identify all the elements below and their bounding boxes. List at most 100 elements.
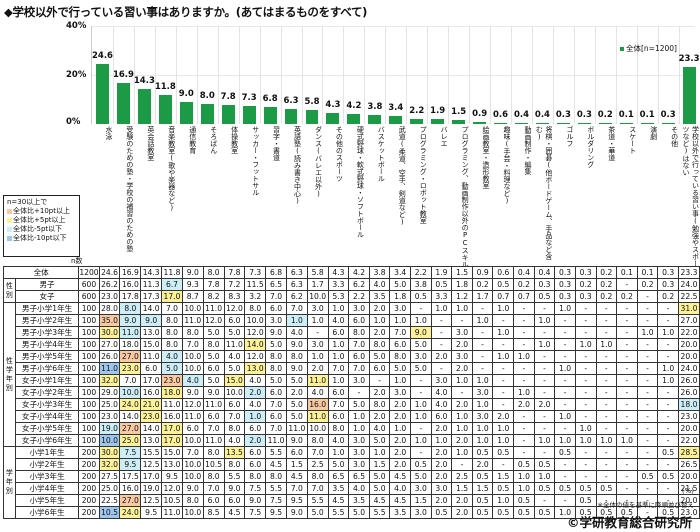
table-cell: 17.8 (119, 290, 142, 303)
table-cell: 0.3 (533, 278, 556, 291)
table-cell: 0.3 (554, 266, 576, 279)
key-item: 全体比-5pt以下 (7, 225, 76, 234)
table-cell: 0.5 (513, 458, 535, 471)
table-cell: 11.0 (181, 314, 204, 327)
table-cell: 3.0 (410, 482, 432, 495)
table-cell: 5.0 (348, 506, 370, 519)
table-cell: 7.0 (202, 422, 225, 435)
table-cell: 0.5 (430, 278, 453, 291)
table-cell: 8.0 (244, 470, 267, 483)
table-cell: 0.5 (513, 494, 535, 507)
chart-title: ◆学校以外で行っている習い事はありますか。(あてはまるものをすべて) (4, 5, 368, 19)
table-cell: 2.0 (306, 362, 329, 375)
table-cell: 0.5 (471, 446, 494, 459)
table-cell: 3.0 (348, 458, 370, 471)
table-cell: 27.0 (119, 422, 142, 435)
table-cell: 4.0 (244, 374, 267, 387)
table-cell: 4.5 (389, 494, 412, 507)
table-cell: - (554, 338, 576, 351)
n-count: 600 (78, 278, 100, 291)
table-cell: 4.5 (368, 494, 391, 507)
table-cell: 0.2 (574, 278, 597, 291)
table-cell: - (574, 446, 597, 459)
table-cell: 0.5 (430, 506, 453, 519)
table-row: 小学3年生 200 27.5 17.5 17.0 9.5 10.0 8.0 5.5 8.0 8.0 4… (4, 470, 700, 483)
key-swatch-plus5 (7, 217, 12, 223)
table-cell: 1.0 (306, 314, 329, 327)
table-cell: 2.0 (285, 386, 308, 399)
table-cell: - (657, 386, 679, 399)
bar-value-label: 1.5 (451, 107, 467, 118)
row-label: 男子小学4年生 (14, 338, 80, 351)
table-cell: - (636, 422, 659, 435)
column-header: 茶道・華道 (607, 126, 616, 161)
table-cell: - (430, 362, 453, 375)
table-cell: 7.0 (161, 302, 183, 315)
row-label: 女子小学2年生 (14, 386, 80, 399)
table-cell: 4.0 (223, 434, 246, 447)
bar-value-label: 0.2 (597, 110, 613, 120)
table-cell: 14.0 (244, 338, 267, 351)
table-cell: 10.0 (181, 362, 204, 375)
table-cell: 3.3 (430, 290, 453, 303)
table-cell: 10.0 (181, 350, 204, 363)
row-label: 小学5年生 (14, 494, 80, 507)
gridline-vertical (175, 26, 177, 124)
table-cell: - (492, 374, 515, 387)
table-cell: 23.0 (119, 362, 142, 375)
table-cell: 7.0 (285, 302, 308, 315)
gridline-vertical (531, 26, 533, 124)
table-cell: 1.0 (574, 422, 597, 435)
bar-value-label: 0.1 (639, 110, 655, 120)
table-cell: - (595, 470, 618, 483)
table-cell: 4.0 (430, 398, 453, 411)
table-cell: - (616, 314, 638, 327)
table-cell: 6.0 (244, 458, 267, 471)
row-label: 女子小学6年生 (14, 434, 80, 447)
n-count: 100 (78, 434, 100, 447)
table-cell: 6.0 (202, 410, 225, 423)
table-cell: - (513, 410, 535, 423)
table-cell: 20.0 (677, 350, 700, 363)
table-cell: 7.0 (306, 482, 329, 495)
table-cell: 3.5 (368, 290, 391, 303)
gridline-vertical (343, 26, 345, 124)
table-cell: 6.0 (244, 422, 267, 435)
row-label: 男子小学3年生 (14, 326, 80, 339)
table-cell: 26.0 (98, 350, 121, 363)
table-cell: 2.0 (430, 350, 453, 363)
table-cell: 15.0 (223, 374, 246, 387)
table-cell: 1.0 (554, 362, 576, 375)
table-cell: 1.0 (430, 434, 453, 447)
table-cell: 25.0 (119, 434, 142, 447)
table-cell: 16.0 (119, 482, 142, 495)
table-cell: 15.5 (140, 446, 163, 459)
table-cell: 7.8 (223, 266, 246, 279)
table-cell: 11.0 (119, 326, 142, 339)
bar-value-label: 6.8 (262, 94, 278, 105)
table-cell: 1.0 (471, 434, 494, 447)
table-cell: 10.0 (98, 434, 121, 447)
bar (284, 108, 298, 124)
table-cell: 23.0 (161, 374, 183, 387)
table-cell: 3.8 (410, 278, 432, 291)
table-cell: 3.0 (389, 386, 412, 399)
column-header: 学校以外で行っている習い事(勉強やスポーツなど)はない (681, 126, 700, 267)
table-cell: 9.0 (285, 434, 308, 447)
table-cell: 3.0 (348, 446, 370, 459)
table-cell: - (616, 398, 638, 411)
table-cell: 6.0 (265, 386, 287, 399)
table-cell: 10.5 (161, 494, 183, 507)
table-cell: 0.5 (533, 482, 556, 495)
table-cell: - (657, 410, 679, 423)
table-cell: 8.0 (368, 338, 391, 351)
table-cell: - (595, 302, 618, 315)
table-cell: 6.7 (161, 278, 183, 291)
table-cell: 4.0 (223, 350, 246, 363)
table-cell: - (595, 314, 618, 327)
table-cell: - (574, 470, 597, 483)
table-cell: 2.0 (368, 302, 391, 315)
table-cell: 0.1 (616, 266, 638, 279)
table-cell: 1.0 (389, 374, 412, 387)
table-cell: 4.0 (327, 314, 350, 327)
